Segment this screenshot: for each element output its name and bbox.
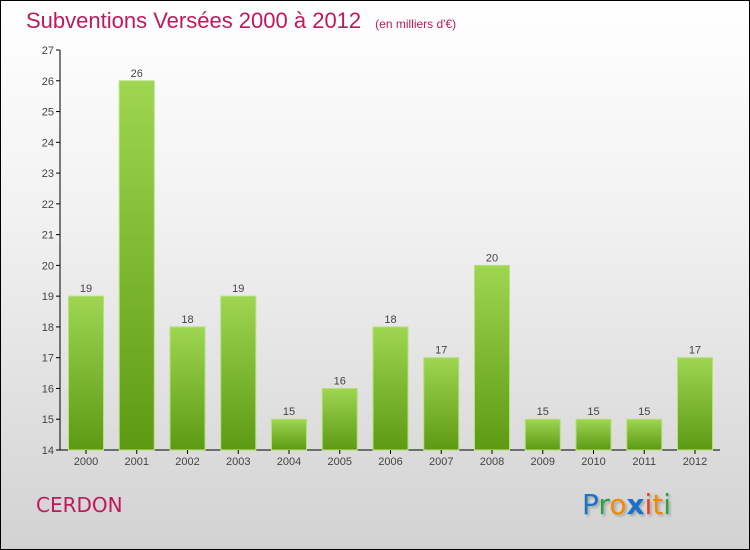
x-tick-label-2012: 2012 <box>683 456 707 468</box>
x-tick-label-2006: 2006 <box>378 456 402 468</box>
y-tick-label: 15 <box>42 414 54 426</box>
y-tick-label: 24 <box>42 137 54 149</box>
logo-letter: x <box>626 488 645 521</box>
y-tick-label: 20 <box>42 260 54 272</box>
proxiti-logo: Proxiti <box>582 488 671 521</box>
data-label-2006: 18 <box>384 314 396 326</box>
title-bar: Subventions Versées 2000 à 2012 (en mill… <box>26 8 456 34</box>
chart-subtitle: (en milliers d'€) <box>375 17 457 31</box>
data-label-2012: 17 <box>689 345 701 357</box>
bar-2000 <box>68 295 104 451</box>
bar-2010 <box>575 418 612 451</box>
y-tick-label: 22 <box>42 199 54 211</box>
x-tick-label-2007: 2007 <box>429 456 453 468</box>
chart-title: Subventions Versées 2000 à 2012 <box>26 8 362 33</box>
logo-letter: i <box>663 488 672 521</box>
x-tick-label-2010: 2010 <box>581 456 605 468</box>
bar-2005 <box>321 387 358 451</box>
y-tick-label: 18 <box>42 322 54 334</box>
data-label-2009: 15 <box>537 406 549 418</box>
commune-name: CERDON <box>36 493 123 517</box>
y-tick-label: 14 <box>42 445 54 457</box>
y-tick-label: 16 <box>42 383 54 395</box>
y-tick-label: 26 <box>42 76 54 88</box>
logo-letter: t <box>652 488 664 521</box>
bar-2009 <box>524 418 561 451</box>
bar-2006 <box>372 326 409 451</box>
x-tick-label-2004: 2004 <box>277 456 301 468</box>
y-tick-label: 19 <box>42 291 54 303</box>
data-label-2010: 15 <box>587 406 599 418</box>
x-tick-label-2000: 2000 <box>74 456 98 468</box>
y-tick-label: 27 <box>42 45 54 57</box>
data-label-2007: 17 <box>435 345 447 357</box>
x-tick-label-2009: 2009 <box>531 456 555 468</box>
data-label-2005: 16 <box>334 375 346 387</box>
y-tick-label: 25 <box>42 107 54 119</box>
data-label-2008: 20 <box>486 252 498 264</box>
x-tick-label-2001: 2001 <box>125 456 149 468</box>
bar-2008 <box>474 264 510 451</box>
bar-2004 <box>271 418 307 451</box>
logo-letter: P <box>582 488 599 521</box>
data-label-2004: 15 <box>283 406 295 418</box>
bar-2012 <box>677 357 713 451</box>
x-tick-label-2008: 2008 <box>480 456 504 468</box>
logo-letter: r <box>598 488 610 521</box>
logo-letter: o <box>609 488 627 521</box>
data-label-2002: 18 <box>181 314 193 326</box>
data-label-2000: 19 <box>80 283 92 295</box>
logo-letter: i <box>644 488 653 521</box>
data-label-2003: 19 <box>232 283 244 295</box>
y-tick-label: 21 <box>42 230 54 242</box>
y-tick-label: 23 <box>42 168 54 180</box>
x-tick-label-2011: 2011 <box>632 456 656 468</box>
bar-2003 <box>220 295 257 451</box>
bar-2007 <box>423 357 460 451</box>
bar-2001 <box>118 80 155 451</box>
data-label-2011: 15 <box>638 406 650 418</box>
bar-2002 <box>169 326 206 451</box>
y-tick-label: 17 <box>42 353 54 365</box>
data-label-2001: 26 <box>131 68 143 80</box>
x-tick-label-2003: 2003 <box>226 456 250 468</box>
x-tick-label-2002: 2002 <box>175 456 199 468</box>
x-tick-label-2005: 2005 <box>328 456 352 468</box>
bar-2011 <box>626 418 663 451</box>
